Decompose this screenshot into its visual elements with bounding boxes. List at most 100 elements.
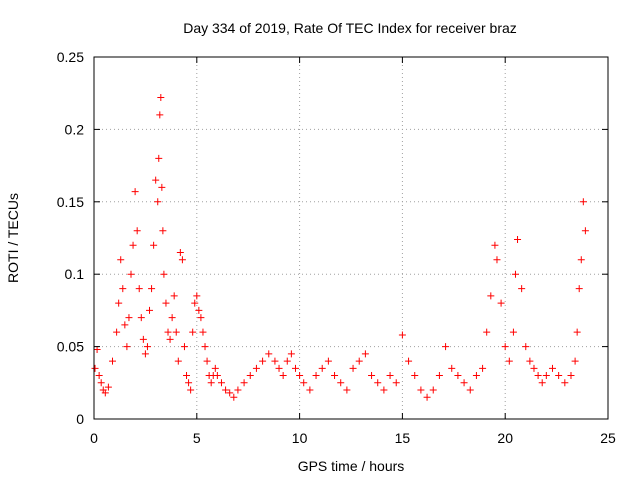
data-point (193, 292, 201, 300)
data-point (514, 235, 522, 243)
data-point (158, 183, 166, 191)
data-point (487, 292, 495, 300)
data-point (170, 292, 178, 300)
data-point (180, 343, 188, 351)
data-point (189, 328, 197, 336)
data-point (497, 299, 505, 307)
x-tick-label: 25 (600, 430, 616, 446)
data-point (518, 285, 526, 293)
x-tick-label: 10 (292, 430, 308, 446)
data-point (300, 379, 308, 387)
data-point (579, 198, 587, 206)
data-point (548, 364, 556, 372)
data-point (117, 256, 125, 264)
data-point (203, 357, 211, 365)
data-point (211, 364, 219, 372)
data-point (168, 314, 176, 322)
data-point (121, 321, 129, 329)
data-point (234, 386, 242, 394)
data-point (283, 357, 291, 365)
data-point (337, 379, 345, 387)
data-point (423, 393, 431, 401)
data-point (435, 372, 443, 380)
data-point (129, 241, 137, 249)
data-point (191, 299, 199, 307)
data-point (331, 372, 339, 380)
data-point (156, 111, 164, 119)
x-tick-label: 0 (90, 430, 98, 446)
data-point (526, 357, 534, 365)
data-point (561, 379, 569, 387)
data-point (123, 343, 131, 351)
y-tick-label: 0.05 (57, 339, 84, 355)
data-point (386, 372, 394, 380)
data-point (115, 299, 123, 307)
data-point (166, 335, 174, 343)
data-point (265, 350, 273, 358)
data-point (119, 285, 127, 293)
y-tick-label: 0.25 (57, 49, 84, 65)
data-point (567, 372, 575, 380)
data-point (213, 372, 221, 380)
data-point (183, 372, 191, 380)
data-point (187, 386, 195, 394)
data-point (91, 364, 99, 372)
data-point (279, 372, 287, 380)
data-point (472, 372, 480, 380)
data-point (491, 241, 499, 249)
data-point (125, 314, 133, 322)
data-point (127, 270, 135, 278)
data-point (355, 357, 363, 365)
data-point (349, 364, 357, 372)
data-point (146, 306, 154, 314)
data-point (306, 386, 314, 394)
data-point (164, 328, 172, 336)
data-point (152, 176, 160, 184)
data-point (509, 328, 517, 336)
grid (94, 57, 608, 419)
data-point (207, 379, 215, 387)
x-axis-ticks: 0 5 10 15 20 25 (90, 57, 616, 446)
data-point (530, 364, 538, 372)
data-point (104, 383, 112, 391)
data-point (493, 256, 501, 264)
data-point (429, 386, 437, 394)
data-point (226, 389, 234, 397)
data-point (195, 306, 203, 314)
data-point (139, 335, 147, 343)
data-point (246, 372, 254, 380)
x-tick-label: 20 (497, 430, 513, 446)
data-point (538, 379, 546, 387)
data-point (172, 328, 180, 336)
data-point (287, 350, 295, 358)
data-point (398, 331, 406, 339)
data-point (101, 389, 109, 397)
data-point (392, 379, 400, 387)
data-point (454, 372, 462, 380)
data-point (131, 188, 139, 196)
x-tick-label: 5 (193, 430, 201, 446)
data-point (174, 357, 182, 365)
x-axis-label: GPS time / hours (298, 458, 405, 474)
data-point (93, 345, 101, 353)
chart-title: Day 334 of 2019, Rate Of TEC Index for r… (183, 20, 517, 36)
data-point (197, 314, 205, 322)
data-point (97, 379, 105, 387)
data-point (417, 386, 425, 394)
data-point (343, 386, 351, 394)
data-point (133, 227, 141, 235)
data-point (201, 343, 209, 351)
data-point (154, 198, 162, 206)
data-point (113, 328, 121, 336)
data-points (91, 94, 589, 401)
data-point (411, 372, 419, 380)
data-point (240, 379, 248, 387)
data-point (511, 270, 519, 278)
data-point (199, 328, 207, 336)
data-point (157, 94, 165, 102)
data-point (483, 328, 491, 336)
data-point (185, 379, 193, 387)
data-point (581, 227, 589, 235)
data-point (505, 357, 513, 365)
